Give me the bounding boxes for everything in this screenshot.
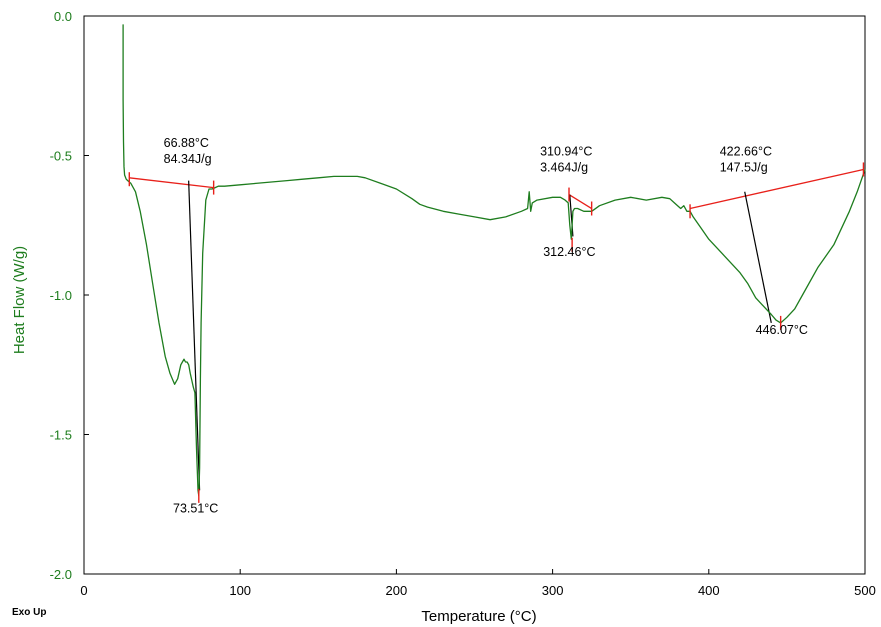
onset-tangent-lines xyxy=(188,180,772,491)
onset-tangent-line xyxy=(188,180,201,491)
annotation-peak1: 73.51°C xyxy=(173,502,218,516)
annotation-onset2: 3.464J/g xyxy=(540,161,588,175)
exo-up-label: Exo Up xyxy=(12,607,46,618)
x-tick-label: 100 xyxy=(229,583,251,598)
heat-flow-curve xyxy=(122,24,866,497)
y-tick-label: -1.5 xyxy=(50,428,72,443)
integration-baseline xyxy=(129,177,214,189)
y-tick-label: -0.5 xyxy=(50,149,72,164)
x-tick-label: 200 xyxy=(386,583,408,598)
annotation-peak2: 312.46°C xyxy=(543,245,595,259)
x-axis-label: Temperature (°C) xyxy=(421,608,536,625)
x-tick-label: 300 xyxy=(542,583,564,598)
y-axis-label: Heat Flow (W/g) xyxy=(11,246,28,354)
annotation-onset1: 66.88°C xyxy=(164,136,209,150)
y-axis-ticks: 0.0 -0.5 -1.0 -1.5 -2.0 xyxy=(50,9,89,582)
integration-baseline xyxy=(689,168,864,210)
y-tick-label: -1.0 xyxy=(50,288,72,303)
integration-baselines xyxy=(129,168,864,210)
integration-baseline xyxy=(568,194,592,210)
annotation-onset3: 147.5J/g xyxy=(720,161,768,175)
annotation-onset1: 84.34J/g xyxy=(164,152,212,166)
integration-markers xyxy=(128,162,865,503)
x-tick-label: 500 xyxy=(854,583,876,598)
annotation-peak3: 446.07°C xyxy=(756,323,808,337)
onset-tangent-line xyxy=(744,191,772,324)
x-tick-label: 0 xyxy=(80,583,87,598)
y-tick-label: 0.0 xyxy=(54,9,72,24)
heat-flow-curve-group xyxy=(122,24,866,497)
x-tick-label: 400 xyxy=(698,583,720,598)
annotation-onset2: 310.94°C xyxy=(540,145,592,159)
peak-annotations: 66.88°C 84.34J/g 73.51°C 310.94°C 3.464J/g 31… xyxy=(164,136,808,515)
x-axis-ticks: 0 100 200 300 400 500 xyxy=(80,569,876,598)
y-tick-label: -2.0 xyxy=(50,567,72,582)
annotation-onset3: 422.66°C xyxy=(720,145,772,159)
